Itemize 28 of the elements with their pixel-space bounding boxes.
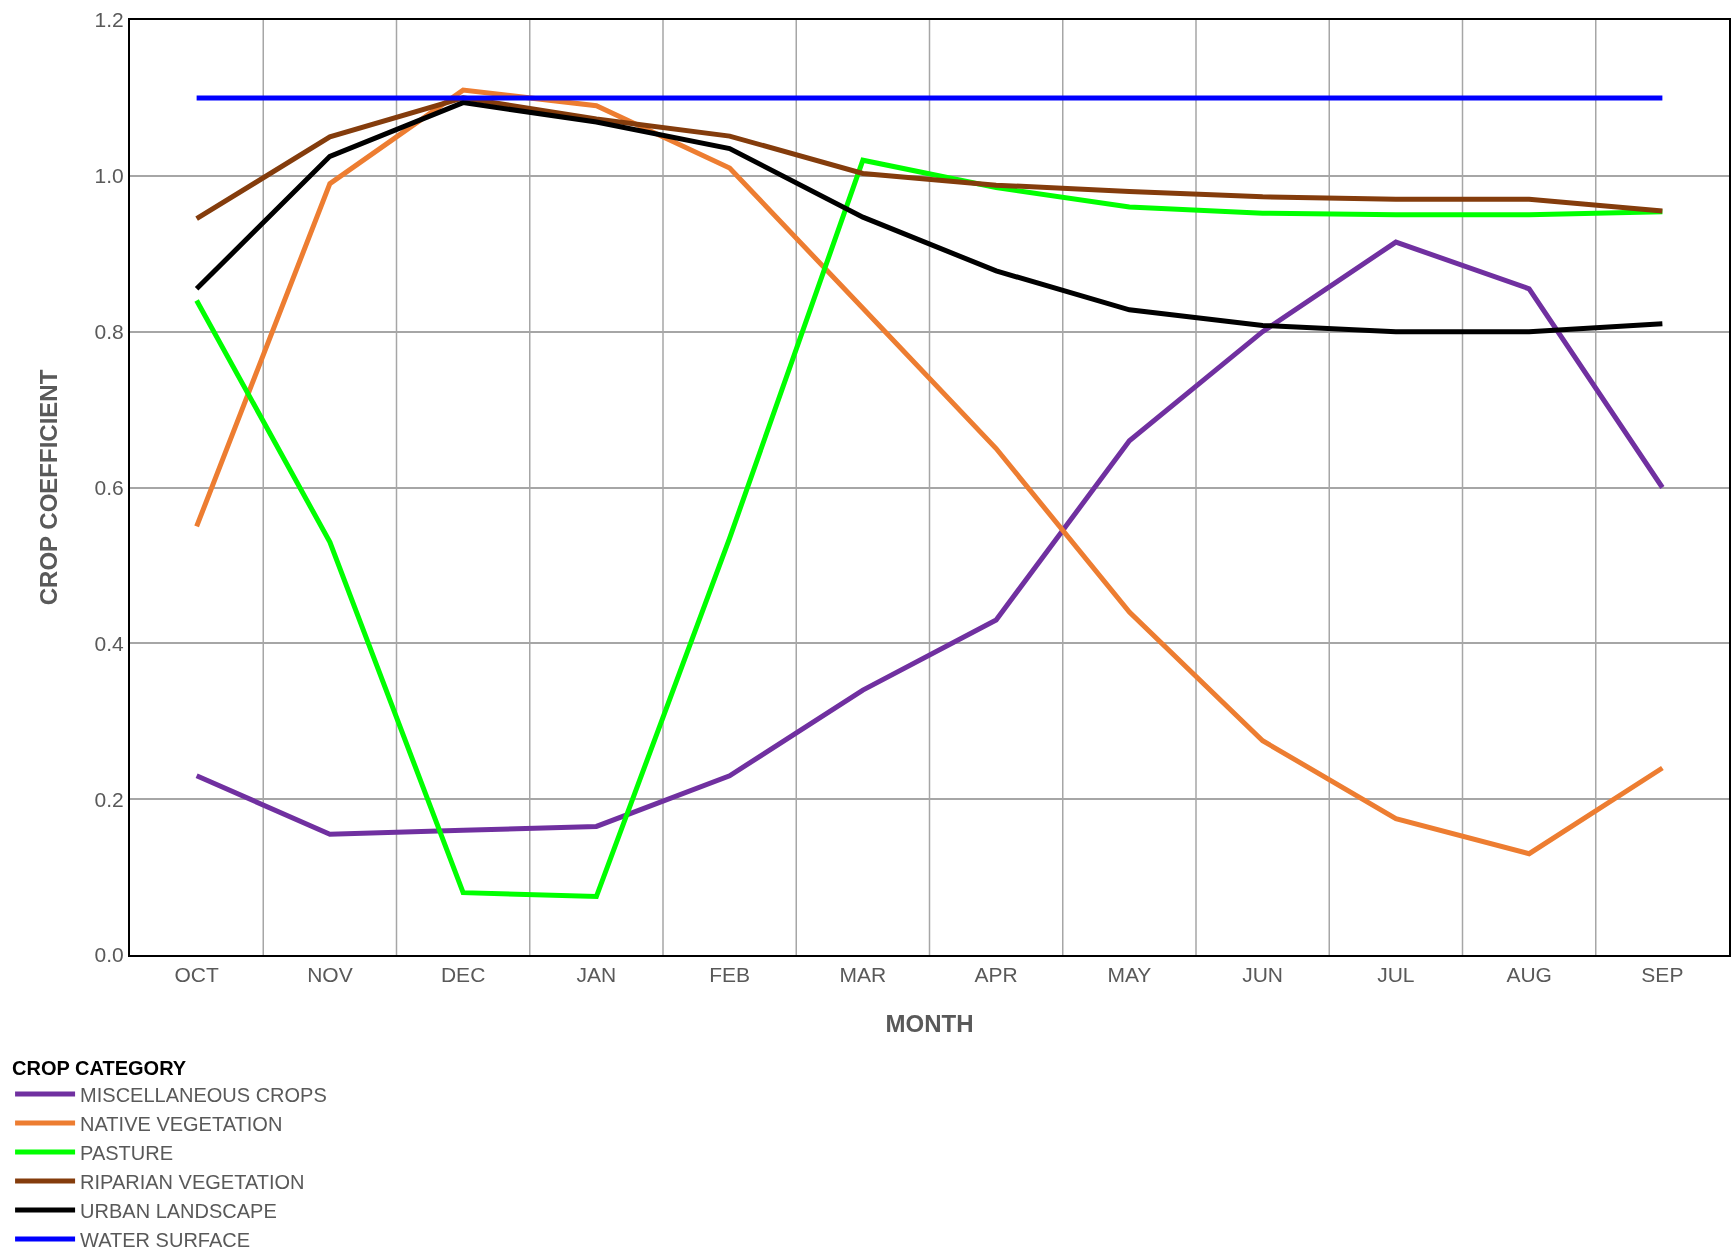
y-tick-label: 0.4 <box>94 631 125 655</box>
x-tick-label: MAR <box>839 963 887 987</box>
legend-label: PASTURE <box>80 1141 174 1164</box>
y-axis-title: CROP COEFFICIENT <box>35 369 63 606</box>
x-tick-label: JAN <box>576 963 617 987</box>
legend-label: MISCELLANEOUS CROPS <box>80 1083 327 1106</box>
x-tick-label: FEB <box>709 963 751 987</box>
legend-label: URBAN LANDSCAPE <box>80 1199 277 1222</box>
legend-label: RIPARIAN VEGETATION <box>80 1170 305 1193</box>
x-tick-label: DEC <box>440 963 486 987</box>
x-axis-title: MONTH <box>885 1010 974 1037</box>
y-tick-label: 0.6 <box>94 475 124 499</box>
x-tick-label: JUN <box>1242 963 1284 987</box>
x-tick-label: AUG <box>1506 963 1552 987</box>
y-tick-label: 0.8 <box>94 320 124 344</box>
y-tick-label: 1.0 <box>94 164 124 188</box>
legend-label: WATER SURFACE <box>80 1228 251 1251</box>
x-tick-label: SEP <box>1641 963 1684 987</box>
legend-title: CROP CATEGORY <box>12 1056 187 1079</box>
y-tick-label: 0.0 <box>94 943 124 967</box>
x-tick-label: JUL <box>1377 963 1415 987</box>
x-tick-label: MAY <box>1107 963 1152 987</box>
y-tick-label: 0.2 <box>94 787 124 811</box>
x-tick-label: NOV <box>307 963 353 987</box>
y-tick-label: 1.2 <box>94 8 124 32</box>
x-tick-label: APR <box>974 963 1018 987</box>
x-tick-label: OCT <box>174 963 219 987</box>
legend-label: NATIVE VEGETATION <box>80 1112 283 1135</box>
